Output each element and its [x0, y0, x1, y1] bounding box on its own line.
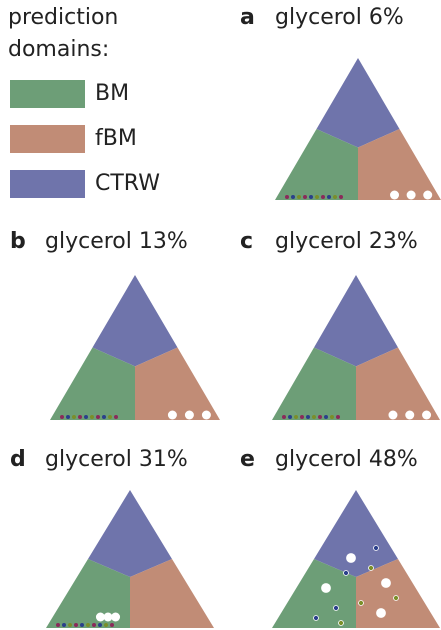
trajectory-dot [80, 623, 84, 627]
trajectory-dot [84, 415, 88, 419]
trajectory-dot [285, 195, 289, 199]
panel-letter: c [240, 229, 253, 254]
trajectory-dot [86, 623, 90, 627]
domain-ctrw [314, 490, 398, 577]
panel-letter: b [10, 229, 26, 254]
panel-title: glycerol 13% [45, 229, 188, 254]
trajectory-dot [102, 415, 106, 419]
trajectory-dot [306, 415, 310, 419]
trajectory-dot [184, 410, 194, 420]
trajectory-dot [358, 600, 364, 606]
trajectory-dot [336, 415, 340, 419]
trajectory-dot [346, 553, 356, 563]
trajectory-dot [294, 415, 298, 419]
trajectory-dot [390, 190, 400, 200]
trajectory-dot [406, 190, 416, 200]
legend-label: CTRW [95, 171, 160, 196]
legend-swatch [10, 125, 85, 153]
trajectory-dot [324, 415, 328, 419]
domain-bm [272, 559, 356, 628]
trajectory-dot [282, 415, 286, 419]
trajectory-dot [423, 190, 433, 200]
trajectory-dot [330, 415, 334, 419]
trajectory-dot [98, 623, 102, 627]
panel-title: glycerol 48% [275, 447, 418, 472]
domain-fbm [356, 347, 440, 420]
trajectory-dot [343, 570, 349, 576]
trajectory-dot [381, 578, 391, 588]
trajectory-dot [62, 623, 66, 627]
trajectory-dot [321, 583, 331, 593]
panel-title: glycerol 6% [275, 5, 404, 30]
trajectory-dot [90, 415, 94, 419]
legend-label: fBM [95, 126, 137, 151]
trajectory-dot [114, 415, 118, 419]
trajectory-dot [201, 410, 211, 420]
domain-ctrw [88, 490, 172, 577]
trajectory-dot [72, 415, 76, 419]
trajectory-dot [96, 415, 100, 419]
domain-bm [50, 347, 135, 420]
trajectory-dot [313, 615, 319, 621]
legend-label: BM [95, 81, 129, 106]
trajectory-dot [321, 195, 325, 199]
trajectory-dot [309, 195, 313, 199]
panel-letter: a [240, 5, 255, 30]
trajectory-dot [78, 415, 82, 419]
trajectory-dot [103, 612, 113, 622]
domain-fbm [358, 129, 441, 200]
trajectory-dot [333, 605, 339, 611]
trajectory-dot [291, 195, 295, 199]
trajectory-dot [339, 195, 343, 199]
trajectory-dot [60, 415, 64, 419]
trajectory-dot [315, 195, 319, 199]
trajectory-dot [338, 620, 344, 626]
panel-title: glycerol 31% [45, 447, 188, 472]
legend-title: prediction [8, 5, 118, 30]
trajectory-dot [167, 410, 177, 420]
trajectory-dot [108, 415, 112, 419]
domain-bm [275, 129, 358, 200]
trajectory-dot [288, 415, 292, 419]
trajectory-dot [104, 623, 108, 627]
domain-ctrw [316, 58, 400, 148]
trajectory-dot [303, 195, 307, 199]
trajectory-dot [373, 545, 379, 551]
trajectory-dot [297, 195, 301, 199]
trajectory-dot [368, 565, 374, 571]
legend-swatch [10, 170, 85, 198]
trajectory-dot [74, 623, 78, 627]
trajectory-dot [318, 415, 322, 419]
trajectory-dot [56, 623, 60, 627]
domain-fbm [135, 347, 220, 420]
panel-letter: e [240, 447, 255, 472]
trajectory-dot [110, 623, 114, 627]
domain-ctrw [314, 275, 398, 367]
trajectory-dot [422, 410, 432, 420]
panel-letter: d [10, 447, 26, 472]
trajectory-dot [111, 612, 121, 622]
trajectory-dot [405, 410, 415, 420]
trajectory-dot [300, 415, 304, 419]
domain-ctrw [92, 275, 178, 367]
domain-fbm [130, 559, 214, 628]
legend-swatch [10, 80, 85, 108]
trajectory-dot [312, 415, 316, 419]
trajectory-dot [376, 608, 386, 618]
trajectory-dot [333, 195, 337, 199]
trajectory-dot [92, 623, 96, 627]
domain-bm [272, 347, 356, 420]
domain-bm [46, 559, 130, 628]
trajectory-dot [66, 415, 70, 419]
trajectory-dot [95, 612, 105, 622]
legend-title: domains: [8, 37, 109, 62]
trajectory-dot [388, 410, 398, 420]
panel-title: glycerol 23% [275, 229, 418, 254]
trajectory-dot [393, 595, 399, 601]
trajectory-dot [327, 195, 331, 199]
trajectory-dot [68, 623, 72, 627]
